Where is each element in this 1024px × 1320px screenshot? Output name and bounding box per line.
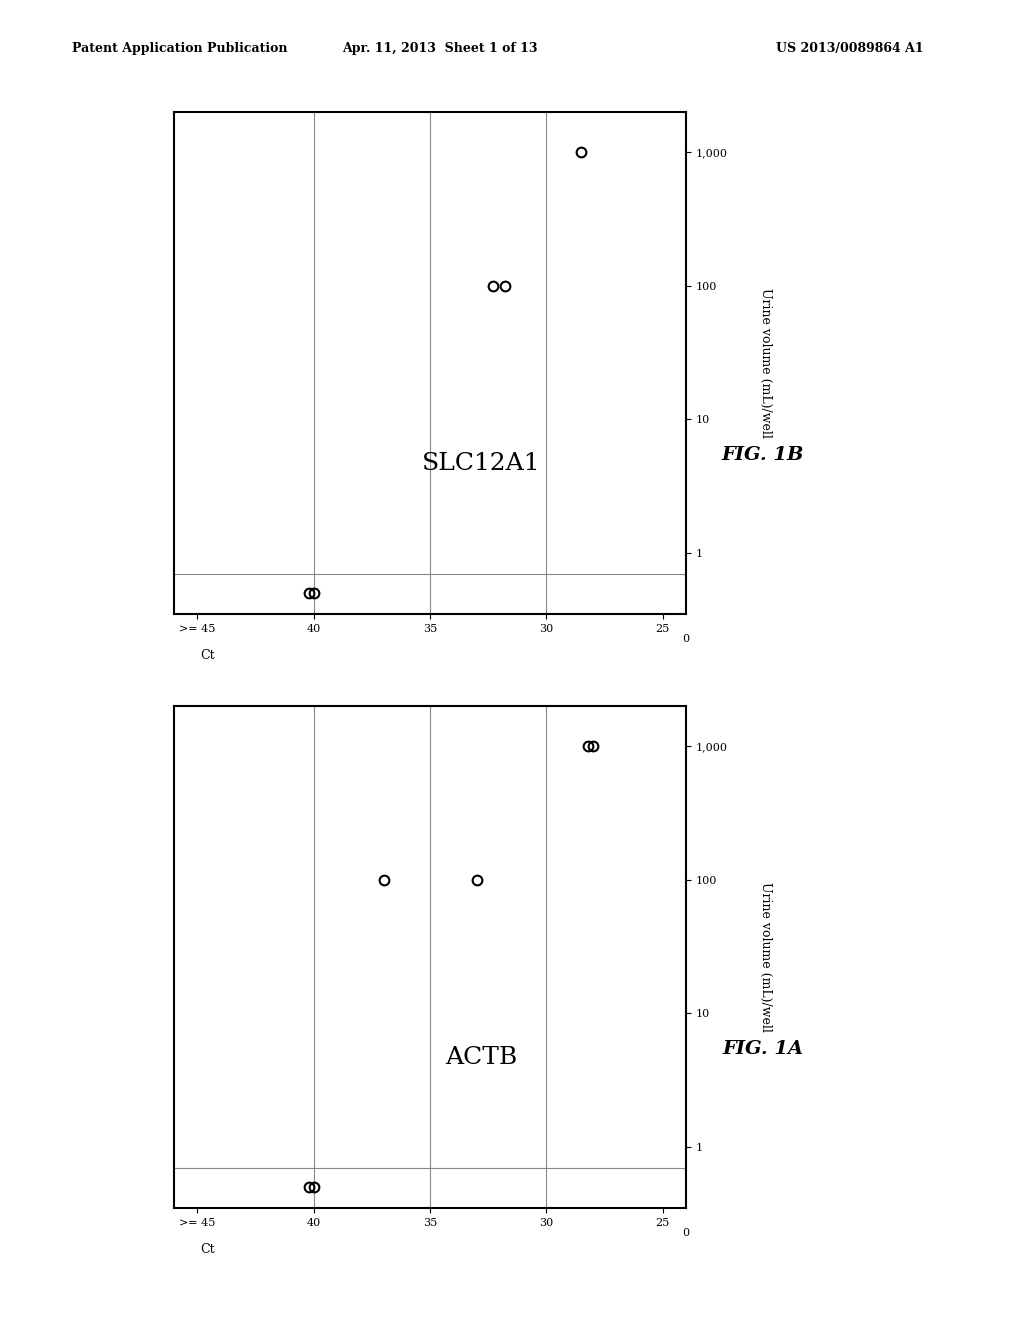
Text: 0: 0 [683,634,689,644]
Text: Ct: Ct [200,649,215,661]
Text: ACTB: ACTB [445,1045,517,1069]
Text: Ct: Ct [200,1243,215,1255]
Text: FIG. 1B: FIG. 1B [722,446,804,465]
Text: SLC12A1: SLC12A1 [422,451,541,475]
Y-axis label: Urine volume (mL)/well: Urine volume (mL)/well [759,288,772,438]
Text: US 2013/0089864 A1: US 2013/0089864 A1 [776,42,924,55]
Text: 0: 0 [683,1228,689,1238]
Text: Apr. 11, 2013  Sheet 1 of 13: Apr. 11, 2013 Sheet 1 of 13 [343,42,538,55]
Text: Patent Application Publication: Patent Application Publication [72,42,287,55]
Text: FIG. 1A: FIG. 1A [722,1040,804,1059]
Y-axis label: Urine volume (mL)/well: Urine volume (mL)/well [759,882,772,1032]
